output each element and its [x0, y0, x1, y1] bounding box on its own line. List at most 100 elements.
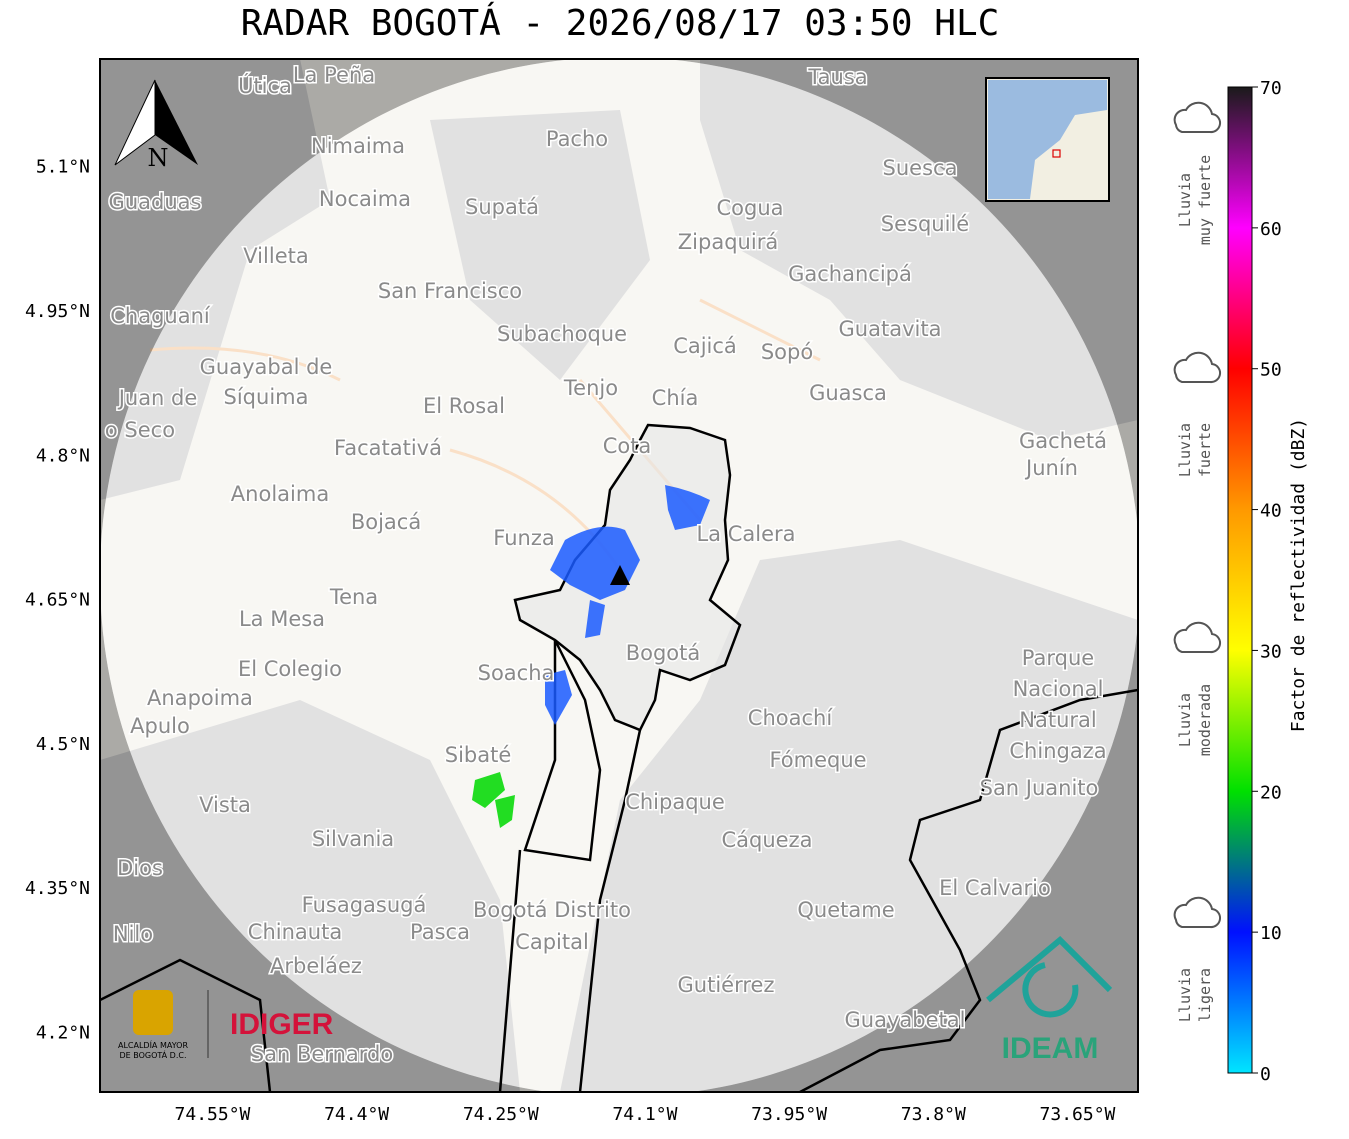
- place-label: Tena: [329, 585, 378, 609]
- logo-idiger: IDIGER: [230, 1008, 334, 1041]
- place-label: Villeta: [243, 244, 308, 268]
- place-label: La Mesa: [239, 607, 325, 631]
- lon-tick-label: 74.4°W: [324, 1104, 389, 1125]
- place-label: Guatavita: [839, 317, 942, 341]
- place-label: Guaduas: [109, 190, 202, 214]
- place-label: Natural: [1019, 708, 1096, 732]
- lat-tick-label: 5.1°N: [36, 157, 90, 178]
- lon-tick-label: 74.1°W: [612, 1104, 677, 1125]
- place-label: La Peña: [293, 63, 375, 87]
- colorbar-label: Factor de reflectividad (dBZ): [1288, 418, 1309, 732]
- lat-tick-label: 4.65°N: [25, 590, 90, 611]
- place-label: Guayabetal: [845, 1008, 966, 1032]
- place-label: Guayabal de: [200, 355, 333, 379]
- place-label: Juan de: [117, 386, 198, 410]
- place-label: Bogotá Distrito: [473, 898, 631, 922]
- place-label: Arbeláez: [270, 954, 362, 978]
- lon-tick-label: 74.25°W: [463, 1104, 539, 1125]
- rain-icon: [1173, 351, 1221, 384]
- place-label: Chingaza: [1009, 739, 1106, 763]
- place-label: Útica: [238, 73, 292, 98]
- place-label: Sopó: [761, 340, 813, 364]
- place-label: San Bernardo: [251, 1042, 393, 1066]
- place-label: Funza: [493, 526, 554, 550]
- place-label: Bogotá: [626, 641, 701, 665]
- place-label: Chipaque: [625, 790, 725, 814]
- place-label: Bojacá: [351, 510, 421, 534]
- rain-category: Lluvia ligera: [1173, 896, 1221, 1022]
- place-label: Gachancipá: [788, 262, 912, 286]
- rain-icon: [1173, 896, 1221, 929]
- place-label: Quetame: [797, 898, 894, 922]
- place-label: Dios: [117, 856, 163, 880]
- rain-category-label: Lluvia: [1176, 968, 1194, 1022]
- place-label: El Calvario: [939, 876, 1051, 900]
- logo-ideam: IDEAM: [1002, 1032, 1099, 1065]
- place-label: Tenjo: [563, 376, 618, 400]
- lon-tick-label: 73.95°W: [751, 1104, 827, 1125]
- place-label: San Juanito: [980, 776, 1099, 800]
- rain-icon: [1173, 621, 1221, 654]
- place-label: Gutiérrez: [678, 973, 775, 997]
- place-label: Vista: [199, 793, 251, 817]
- colorbar-tick-label: 40: [1260, 501, 1282, 522]
- place-label: Pacho: [546, 127, 608, 151]
- lat-tick-label: 4.35°N: [25, 878, 90, 899]
- colorbar: [1227, 86, 1253, 1074]
- place-label: Fómeque: [769, 748, 866, 772]
- place-label: Gachetá: [1019, 429, 1107, 453]
- place-label: Sibaté: [445, 743, 512, 767]
- lon-tick-label: 73.65°W: [1040, 1104, 1116, 1125]
- logo-text: ALCALDÍA MAYOR: [118, 1039, 188, 1050]
- place-label: Soacha: [478, 661, 555, 685]
- place-label: Suesca: [883, 156, 958, 180]
- place-label: Nilo: [113, 922, 153, 946]
- place-label: Fusagasugá: [302, 893, 427, 917]
- place-label: Parque: [1022, 646, 1094, 670]
- colorbar-tick-label: 10: [1260, 923, 1282, 944]
- place-label: Silvania: [312, 827, 394, 851]
- rain-category-label: Lluvia: [1176, 173, 1194, 227]
- place-label: Cáqueza: [722, 828, 813, 852]
- rain-category-label: ligera: [1196, 968, 1214, 1022]
- place-label: El Colegio: [238, 657, 342, 681]
- place-label: Choachí: [748, 706, 834, 730]
- rain-category: Lluvia fuerte: [1173, 351, 1221, 477]
- lon-tick-label: 74.55°W: [175, 1104, 251, 1125]
- colorbar-tick-label: 60: [1260, 219, 1282, 240]
- place-label: Anapoima: [147, 686, 253, 710]
- rain-category: Lluvia moderada: [1173, 621, 1221, 756]
- colorbar-tick-label: 20: [1260, 782, 1282, 803]
- north-arrow: N: [148, 144, 169, 172]
- place-label: San Francisco: [378, 279, 522, 303]
- rain-category: Lluvia muy fuerte: [1173, 101, 1221, 245]
- colorbar-tick-label: 70: [1260, 78, 1282, 99]
- place-label: Sesquilé: [881, 212, 969, 236]
- colorbar-tick-label: 0: [1260, 1064, 1271, 1085]
- place-label: Chía: [652, 386, 699, 410]
- rain-category-label: fuerte: [1196, 423, 1214, 477]
- colorbar-tick-label: 30: [1260, 641, 1282, 662]
- place-label: Síquima: [224, 385, 309, 409]
- rain-icon: [1173, 101, 1221, 134]
- place-label: Cajicá: [673, 334, 737, 358]
- rain-category-label: Lluvia: [1176, 693, 1194, 747]
- lat-tick-label: 4.95°N: [25, 301, 90, 322]
- lat-tick-label: 4.8°N: [36, 445, 90, 466]
- place-label: Cogua: [716, 196, 783, 220]
- place-label: La Calera: [696, 522, 795, 546]
- place-label: Guasca: [809, 381, 887, 405]
- lat-tick-label: 4.5°N: [36, 734, 90, 755]
- place-label: Supatá: [465, 195, 539, 219]
- place-label: Nocaima: [319, 187, 411, 211]
- colorbar-tick-label: 50: [1260, 360, 1282, 381]
- title: RADAR BOGOTÁ - 2026/08/17 03:50 HLC: [241, 2, 1000, 44]
- place-label: Capital: [515, 930, 589, 954]
- place-label: Tausa: [807, 65, 867, 89]
- logo-text: DE BOGOTÁ D.C.: [119, 1049, 186, 1060]
- place-label: Junín: [1024, 456, 1078, 480]
- place-label: Nimaima: [311, 134, 405, 158]
